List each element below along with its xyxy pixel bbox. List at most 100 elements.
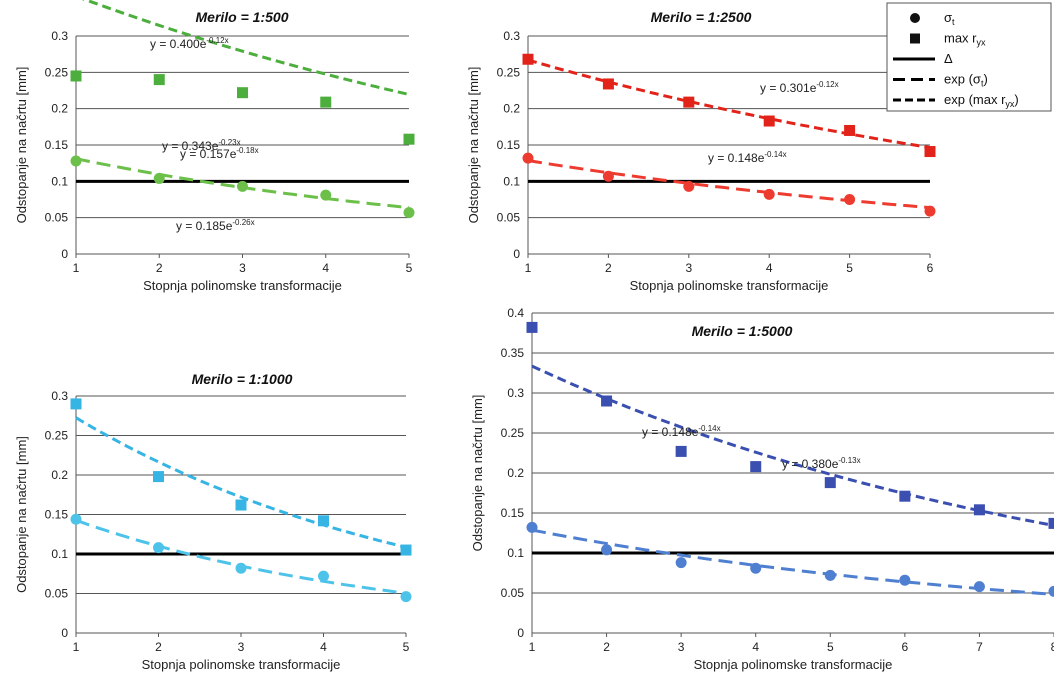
x-tick-label: 3 <box>678 640 685 654</box>
y-tick-label: 0.3 <box>507 386 524 400</box>
data-point-max <box>522 53 534 65</box>
data-point-sigma <box>602 170 614 182</box>
data-point-sigma <box>675 557 687 569</box>
data-point-sigma <box>763 188 775 200</box>
data-point-max <box>237 87 248 99</box>
data-point-max <box>318 515 329 527</box>
y-tick-label: 0.2 <box>503 102 520 116</box>
x-axis-label: Stopnja polinomske transformacije <box>142 657 341 672</box>
y-tick-label: 0.05 <box>497 211 521 225</box>
x-tick-label: 6 <box>927 261 934 275</box>
data-point-sigma <box>522 152 534 164</box>
data-point-max <box>526 321 538 333</box>
x-tick-label: 4 <box>320 640 327 654</box>
data-point-sigma <box>824 569 836 581</box>
data-point-sigma <box>844 194 856 205</box>
data-point-max <box>235 499 247 511</box>
data-point-sigma <box>403 207 415 219</box>
x-tick-label: 4 <box>766 261 773 275</box>
fit-curve-sigma <box>527 159 931 210</box>
data-point-max <box>400 544 412 556</box>
equation-max: y = 0.301e-0.12x <box>760 80 839 95</box>
data-point-sigma <box>924 205 936 217</box>
legend-label: exp (max ryx) <box>944 92 1019 109</box>
y-tick-label: 0 <box>61 247 68 261</box>
data-point-sigma <box>750 562 762 574</box>
data-point-max <box>899 490 911 502</box>
y-tick-label: 0.35 <box>501 346 525 360</box>
y-tick-label: 0.05 <box>45 211 69 225</box>
x-tick-label: 4 <box>322 261 329 275</box>
equation-max: y = 0.343e-0.23x <box>162 138 241 153</box>
y-tick-label: 0 <box>61 626 68 640</box>
data-point-sigma <box>235 562 247 574</box>
x-tick-label: 2 <box>605 261 612 275</box>
data-point-sigma <box>237 180 248 192</box>
x-tick-label: 4 <box>752 640 759 654</box>
fit-curve-max <box>531 364 1054 527</box>
data-point-sigma <box>153 542 164 554</box>
x-tick-label: 5 <box>403 640 410 654</box>
x-tick-label: 1 <box>529 640 536 654</box>
x-tick-label: 7 <box>976 640 983 654</box>
data-point-sigma <box>70 513 82 525</box>
data-point-sigma <box>70 155 82 167</box>
y-axis-label: Odstopanje na načrtu [mm] <box>14 67 29 224</box>
data-point-sigma <box>153 172 165 184</box>
data-point-max <box>153 74 165 86</box>
legend-label: Δ <box>944 51 953 66</box>
y-tick-label: 0.3 <box>503 29 520 43</box>
y-axis-label: Odstopanje na načrtu [mm] <box>470 395 485 552</box>
data-point-max <box>824 477 836 489</box>
data-point-sigma <box>320 189 332 201</box>
legend-label: exp (σt) <box>944 72 988 89</box>
y-tick-label: 0.15 <box>45 508 69 522</box>
y-tick-label: 0.25 <box>501 426 525 440</box>
data-point-max <box>1048 517 1054 529</box>
fit-curve-sigma <box>531 528 1054 596</box>
equation-sigma: y = 0.148e-0.14x <box>708 150 787 165</box>
x-tick-label: 3 <box>239 261 246 275</box>
y-tick-label: 0.1 <box>51 174 68 188</box>
data-point-max <box>844 124 856 136</box>
data-point-max <box>601 395 613 407</box>
chart-title: Merilo = 1:5000 <box>692 323 793 339</box>
data-point-max <box>403 133 415 145</box>
x-tick-label: 1 <box>525 261 532 275</box>
data-point-max <box>973 504 985 516</box>
x-tick-label: 3 <box>685 261 692 275</box>
data-point-sigma <box>1048 585 1054 597</box>
x-tick-label: 3 <box>238 640 245 654</box>
y-tick-label: 0.15 <box>497 138 521 152</box>
data-point-max <box>675 445 687 457</box>
equation-max: y = 0.380e-0.13x <box>782 456 861 471</box>
y-tick-label: 0.3 <box>51 29 68 43</box>
data-point-max <box>70 398 82 410</box>
y-tick-label: 0.4 <box>507 306 524 320</box>
data-point-max <box>750 461 762 473</box>
data-point-max <box>320 96 332 108</box>
y-tick-label: 0.2 <box>51 468 68 482</box>
data-point-sigma <box>318 570 329 582</box>
y-tick-label: 0.25 <box>497 65 521 79</box>
x-tick-label: 6 <box>902 640 909 654</box>
fit-curve-max <box>527 58 931 149</box>
chart-3: 00.050.10.150.20.250.31 2 3 4 5y = 0.185e-0.… <box>14 138 412 672</box>
legend-label: max ryx <box>944 31 986 48</box>
data-point-sigma <box>973 581 985 593</box>
x-axis-label: Stopnja polinomske transformacije <box>694 657 893 672</box>
fit-curve-max <box>81 0 410 96</box>
y-tick-label: 0.15 <box>45 138 69 152</box>
chart-4: 0 0.05 0.1 0.15 0.2 0.25 0.3 0.35 0.4 1 2 3 4 5 6 7 8 y =… <box>470 306 1054 672</box>
x-axis-label: Stopnja polinomske transformacije <box>143 278 342 293</box>
equation-sigma: y = 0.185e-0.26x <box>176 218 255 233</box>
x-tick-label: 5 <box>827 640 834 654</box>
data-point-sigma <box>601 544 613 556</box>
equation-max: y = 0.400e-0.12x <box>150 36 229 51</box>
legend-circle-icon <box>910 13 920 23</box>
data-point-sigma <box>400 591 412 603</box>
x-tick-label: 1 <box>73 640 80 654</box>
x-tick-label: 5 <box>846 261 853 275</box>
chart-title: Merilo = 1:500 <box>196 9 289 25</box>
equation-sigma: y = 0.157e-0.18x <box>180 146 259 161</box>
